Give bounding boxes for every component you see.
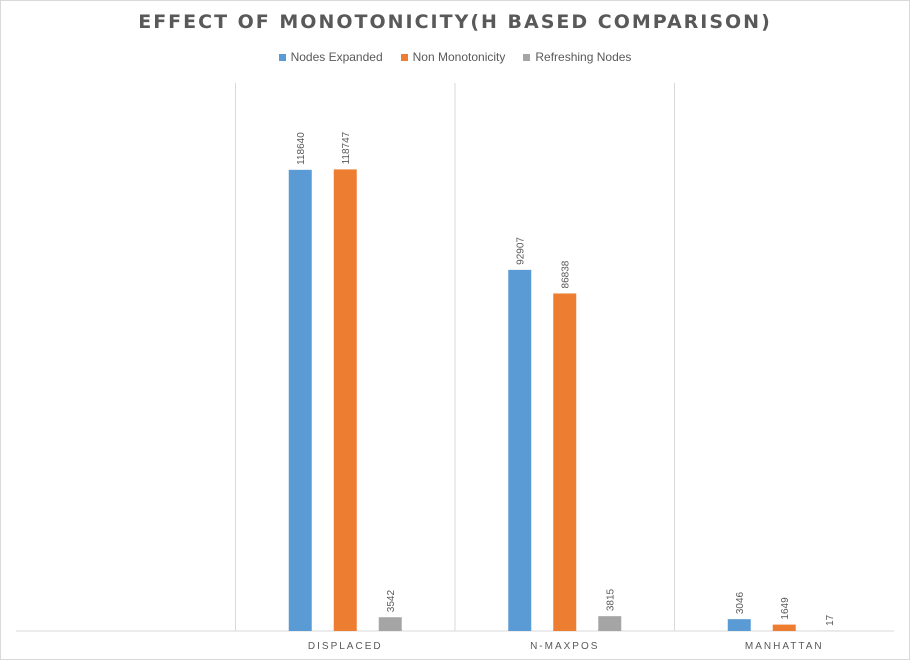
x-tick-label-n-maxpos: N-MAXPOS [530, 641, 599, 652]
legend-swatch-refreshing-nodes [523, 53, 531, 61]
data-label-non-monotonicity-displaced: 118747 [341, 131, 352, 164]
legend-item-refreshing-nodes: Refreshing Nodes [523, 50, 631, 64]
data-label-nodes-expanded-n-maxpos: 92907 [516, 237, 527, 265]
data-label-nodes-expanded-displaced: 118640 [296, 132, 307, 165]
bar-nodes-expanded-displaced [288, 169, 312, 631]
bar-nodes-expanded-n-maxpos [508, 269, 532, 631]
legend-swatch-nodes-expanded [278, 53, 286, 61]
bar-refreshing-nodes-n-maxpos [598, 616, 622, 631]
x-tick-label-displaced: DISPLACED [308, 641, 383, 652]
x-tick-label-manhattan: MANHATTAN [745, 641, 824, 652]
legend-label-nodes-expanded: Nodes Expanded [290, 50, 383, 64]
bar-non-monotonicity-n-maxpos [553, 293, 577, 631]
data-label-refreshing-nodes-n-maxpos: 3815 [606, 588, 617, 611]
chart-title: EFFECT OF MONOTONICITY(H BASED COMPARISO… [138, 11, 772, 33]
data-label-nodes-expanded-manhattan: 3046 [735, 591, 746, 614]
legend: Nodes Expanded Non Monotonicity Refreshi… [1, 50, 909, 64]
data-label-refreshing-nodes-displaced: 3542 [386, 590, 397, 613]
bar-non-monotonicity-displaced [333, 169, 357, 631]
bar-non-monotonicity-manhattan [772, 624, 796, 631]
bar-nodes-expanded-manhattan [727, 619, 751, 631]
legend-swatch-non-monotonicity [400, 53, 408, 61]
data-label-non-monotonicity-manhattan: 1649 [780, 597, 791, 620]
bar-refreshing-nodes-displaced [378, 617, 402, 631]
data-label-refreshing-nodes-manhattan: 17 [825, 614, 836, 626]
data-label-non-monotonicity-n-maxpos: 86838 [561, 260, 572, 288]
legend-item-nodes-expanded: Nodes Expanded [278, 50, 383, 64]
legend-label-non-monotonicity: Non Monotonicity [412, 50, 506, 64]
legend-item-non-monotonicity: Non Monotonicity [400, 50, 506, 64]
legend-label-refreshing-nodes: Refreshing Nodes [535, 50, 632, 64]
